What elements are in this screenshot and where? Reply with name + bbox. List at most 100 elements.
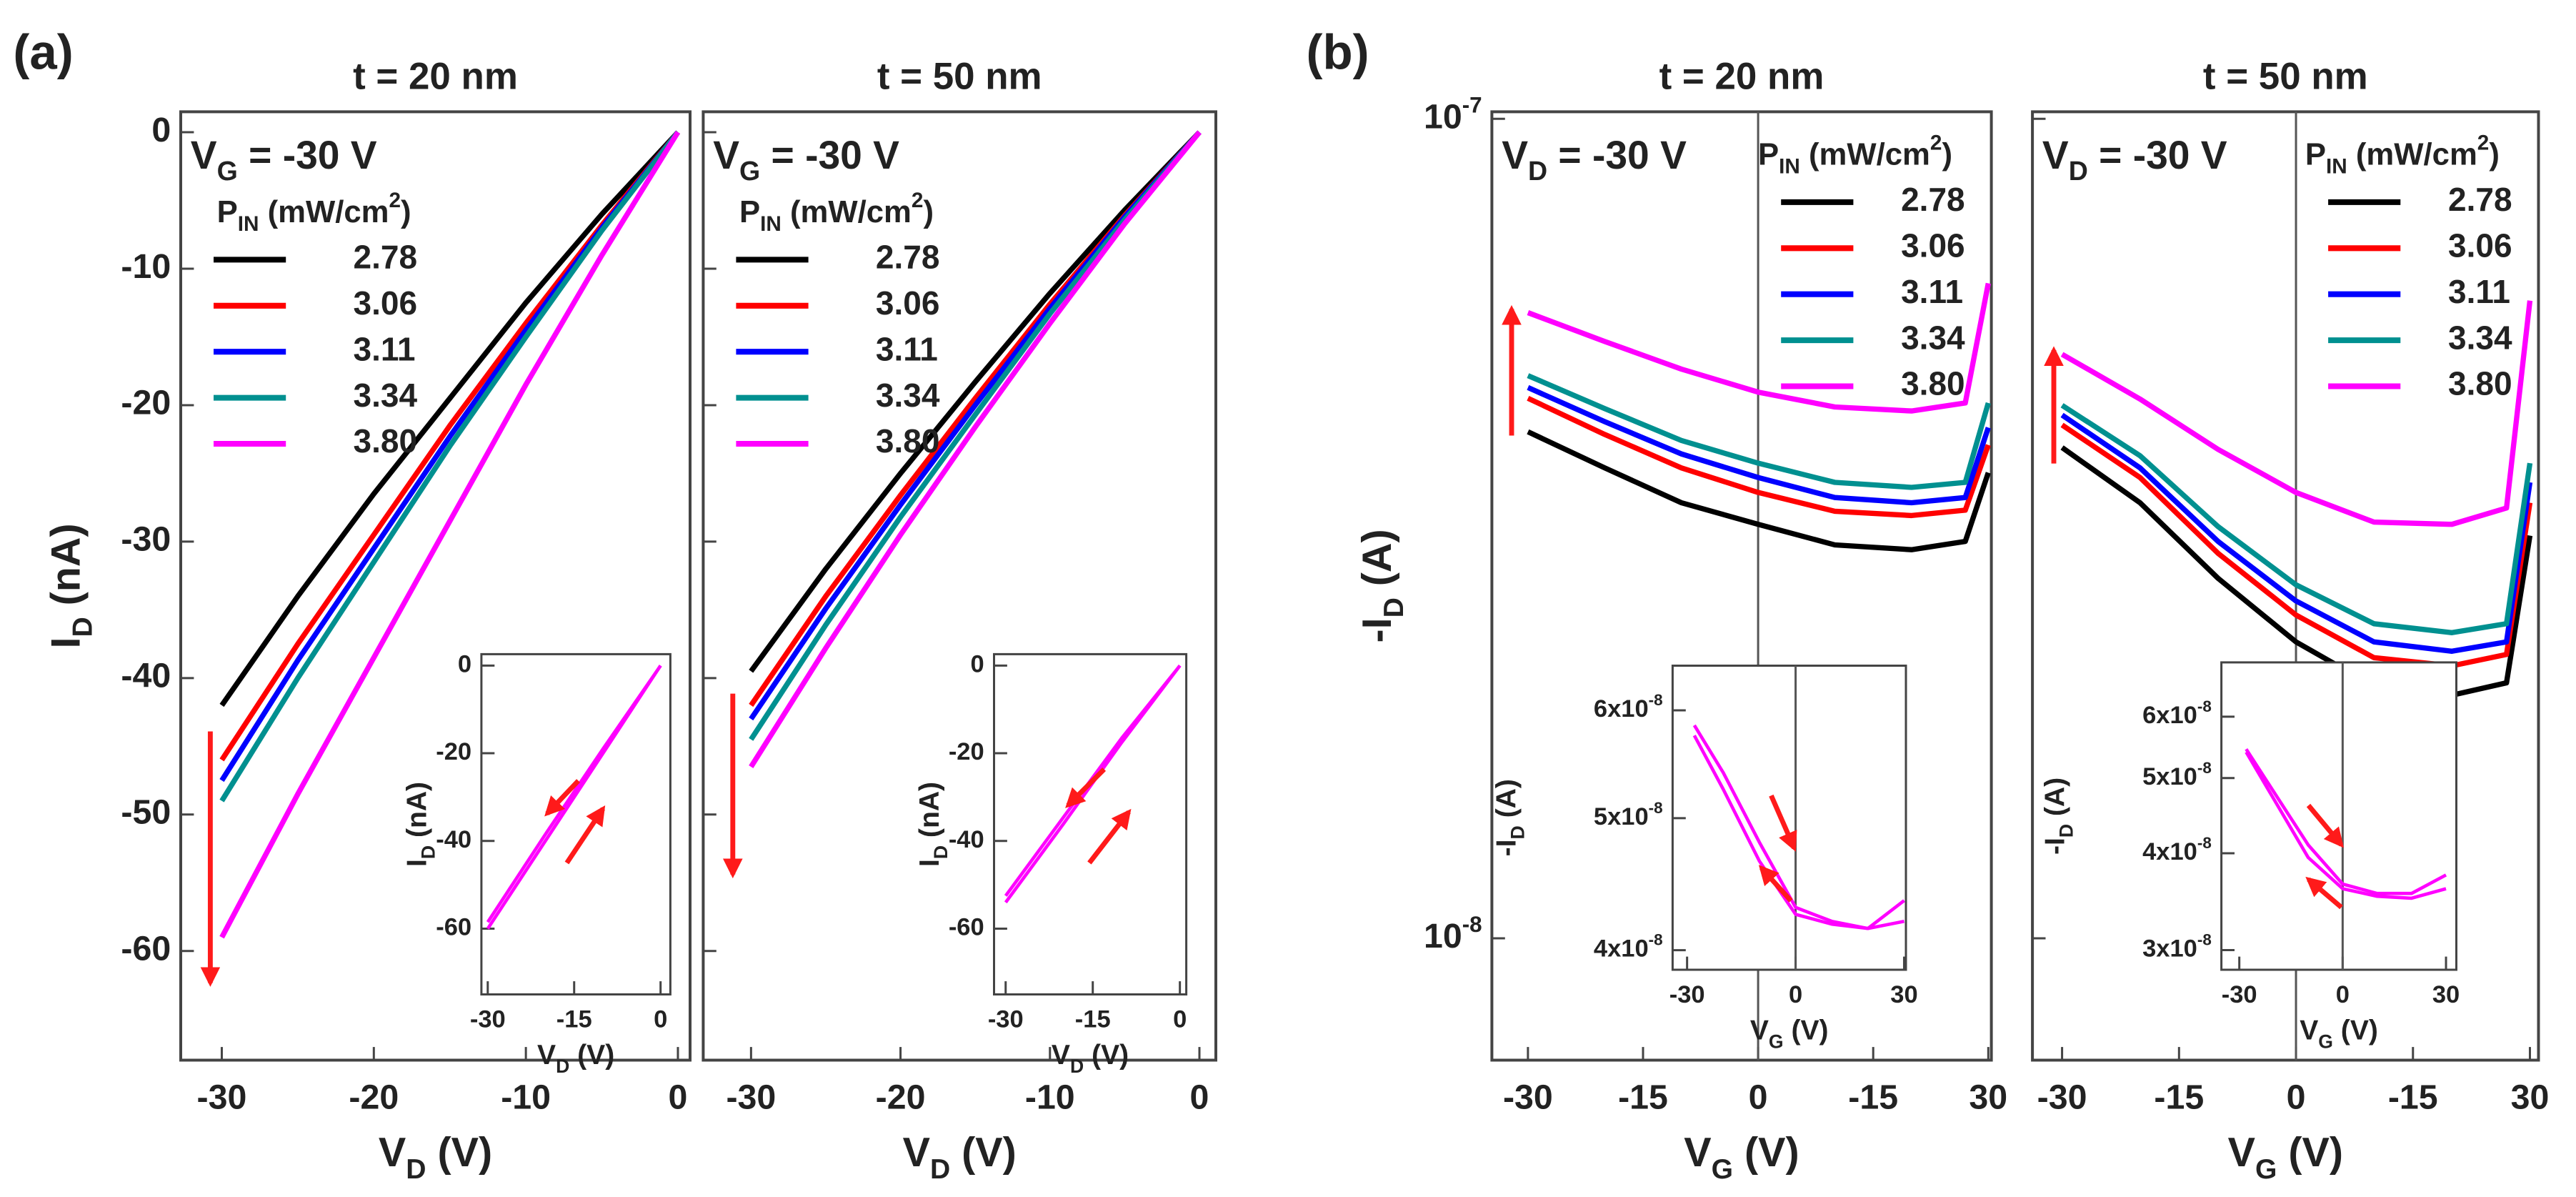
legend-label: 3.80 xyxy=(2448,365,2512,402)
tick-exponent: -8 xyxy=(2197,931,2212,949)
plot-area xyxy=(480,652,672,996)
x-tick-label: -30 xyxy=(726,1078,776,1116)
annotation: VG = -30 V xyxy=(713,132,899,185)
y-axis-label: -ID (A) xyxy=(1492,779,1529,856)
y-axis-label: ID (nA) xyxy=(402,782,439,867)
plot-area xyxy=(2220,661,2458,971)
text-part: = -30 V xyxy=(238,132,377,177)
y-tick-label: -40 xyxy=(121,657,171,695)
x-axis-label: VG (V) xyxy=(2228,1130,2343,1185)
y-tick-label: 0 xyxy=(458,650,471,677)
legend-label: 3.80 xyxy=(1901,365,1965,402)
text-part: V xyxy=(2042,132,2069,177)
x-tick-label: -30 xyxy=(2037,1078,2087,1116)
text-part: G xyxy=(739,156,760,186)
text-part: 2 xyxy=(1930,131,1942,155)
y-tick-label: 5x10-8 xyxy=(1594,799,1663,830)
annotation: VD = -30 V xyxy=(2042,132,2227,185)
data-line xyxy=(2245,751,2447,900)
x-tick-label: -10 xyxy=(1025,1078,1075,1116)
legend-label: 3.11 xyxy=(354,330,416,367)
y-tick-label: -40 xyxy=(436,826,471,853)
data-line xyxy=(1527,429,1991,552)
text-part: 2 xyxy=(912,189,924,212)
text-part: V xyxy=(2300,1015,2318,1046)
text-part: (V) xyxy=(426,1130,492,1176)
legend-title: PIN (mW/cm2) xyxy=(1758,131,1952,179)
legend-label: 3.06 xyxy=(1901,227,1965,264)
x-tick-label: 30 xyxy=(1969,1078,2007,1116)
tick-text: 10 xyxy=(1424,97,1462,136)
annotation: VD = -30 V xyxy=(1502,132,1687,185)
trend-arrow xyxy=(1769,794,1797,852)
y-tick-label: -40 xyxy=(949,826,984,853)
text-part: D xyxy=(930,1154,950,1185)
text-part: (V) xyxy=(1784,1015,1829,1046)
tick-text: 6x10 xyxy=(1594,695,1649,722)
text-part: I xyxy=(402,859,433,867)
trend-arrow xyxy=(564,805,606,865)
subplot-title: t = 50 nm xyxy=(877,55,1042,97)
legend-title: PIN (mW/cm2) xyxy=(2305,131,2500,179)
text-part: G xyxy=(217,156,238,186)
text-part: D xyxy=(2056,824,2077,838)
text-part: I xyxy=(44,637,89,649)
y-tick-label: -60 xyxy=(121,930,171,968)
text-part: G xyxy=(2255,1154,2277,1185)
text-part: P xyxy=(1758,136,1779,172)
text-part: ) xyxy=(2489,136,2500,172)
x-tick-label: -15 xyxy=(1848,1078,1898,1116)
text-part: (mW/cm xyxy=(2347,136,2477,172)
x-tick-label: 30 xyxy=(1890,981,1917,1008)
text-part: D xyxy=(1528,156,1547,186)
y-tick-label: 3x10-8 xyxy=(2142,931,2212,963)
x-axis-label: VG (V) xyxy=(1750,1015,1829,1053)
text-part: (V) xyxy=(1733,1130,1799,1176)
y-tick-label: -60 xyxy=(949,914,984,941)
text-part: D xyxy=(418,845,439,859)
x-tick-label: -15 xyxy=(2388,1078,2438,1116)
trend-arrow xyxy=(544,779,581,817)
y-tick-label: -50 xyxy=(121,793,171,832)
x-tick-label: 30 xyxy=(2432,981,2460,1008)
text-part: P xyxy=(217,194,238,229)
legend-label: 3.34 xyxy=(354,377,418,414)
text-part: P xyxy=(2305,136,2326,172)
data-line xyxy=(2060,422,2533,669)
text-part: = -30 V xyxy=(2088,132,2227,177)
text-part: P xyxy=(739,194,760,229)
y-tick-label: 4x10-8 xyxy=(1594,931,1663,963)
text-part: D xyxy=(556,1056,569,1077)
text-part: D xyxy=(1507,825,1528,839)
x-tick-label: 0 xyxy=(669,1078,688,1116)
text-part: 2 xyxy=(389,189,401,212)
tick-exponent: -8 xyxy=(2197,697,2212,715)
x-tick-label: -10 xyxy=(501,1078,551,1116)
text-part: (nA) xyxy=(44,523,89,617)
text-part: V xyxy=(1502,132,1528,177)
panel-label: (b) xyxy=(1307,24,1369,79)
data-line xyxy=(2060,300,2533,527)
y-tick-label: -20 xyxy=(121,384,171,422)
text-part: IN xyxy=(1779,155,1800,179)
y-tick-label: -20 xyxy=(949,738,984,765)
text-part: (V) xyxy=(2277,1130,2343,1176)
x-tick-label: -15 xyxy=(2154,1078,2204,1116)
text-part: D xyxy=(930,845,952,859)
tick-exponent: -8 xyxy=(2197,834,2212,852)
text-part: V xyxy=(2228,1130,2255,1176)
trend-arrow xyxy=(1758,865,1793,903)
text-part: V xyxy=(379,1130,406,1176)
text-part: ) xyxy=(1942,136,1952,172)
data-line xyxy=(1527,373,1991,490)
text-part: D xyxy=(2069,156,2088,186)
tick-text: 5x10 xyxy=(2142,763,2197,790)
y-tick-label: 0 xyxy=(151,111,171,149)
text-part: V xyxy=(903,1130,930,1176)
text-part: = -30 V xyxy=(760,132,899,177)
data-line xyxy=(749,130,1202,673)
text-part: ) xyxy=(401,194,411,229)
text-part: (A) xyxy=(1354,529,1400,597)
trend-arrow xyxy=(2305,876,2343,910)
x-axis-label: VD (V) xyxy=(379,1130,492,1185)
